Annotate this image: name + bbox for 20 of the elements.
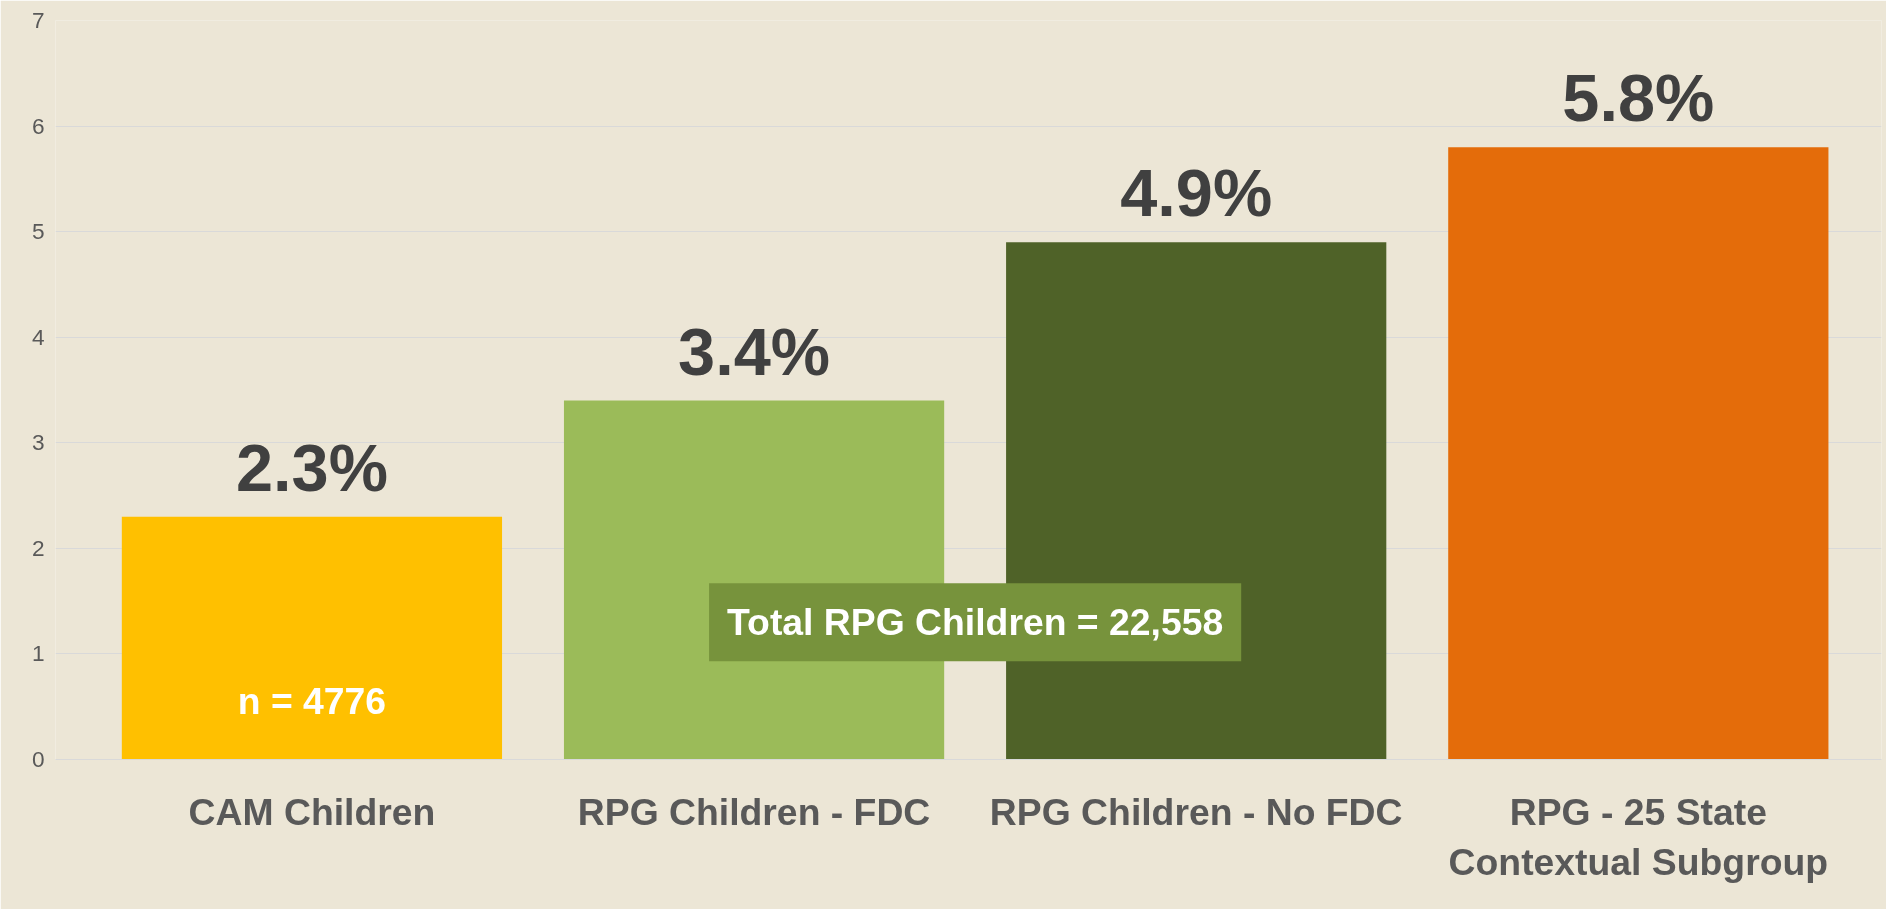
- y-tick-label: 2: [31, 534, 45, 561]
- annotation: Total RPG Children = 22,558: [727, 601, 1224, 644]
- x-tick-label: RPG - 25 State Contextual Subgroup: [1448, 790, 1829, 883]
- y-tick-label: 3: [31, 429, 45, 456]
- x-tick-label: CAM Children: [188, 790, 436, 833]
- y-tick-label: 0: [31, 746, 45, 772]
- x-tick-label: RPG Children - FDC: [577, 790, 931, 833]
- y-tick-label: 4: [31, 323, 45, 350]
- y-tick-label: 7: [31, 7, 45, 33]
- y-tick-label: 6: [31, 112, 45, 139]
- x-tick-label: RPG Children - No FDC: [989, 790, 1403, 833]
- y-tick-label: 1: [31, 640, 45, 667]
- data-label: 3.4%: [678, 314, 831, 389]
- annotation: n = 4776: [237, 680, 387, 723]
- data-label: 2.3%: [235, 430, 388, 505]
- data-label: 5.8%: [1562, 61, 1715, 136]
- data-label: 4.9%: [1120, 156, 1273, 231]
- bar: [121, 516, 503, 760]
- y-tick-label: 5: [31, 218, 45, 245]
- bar: [1448, 147, 1829, 760]
